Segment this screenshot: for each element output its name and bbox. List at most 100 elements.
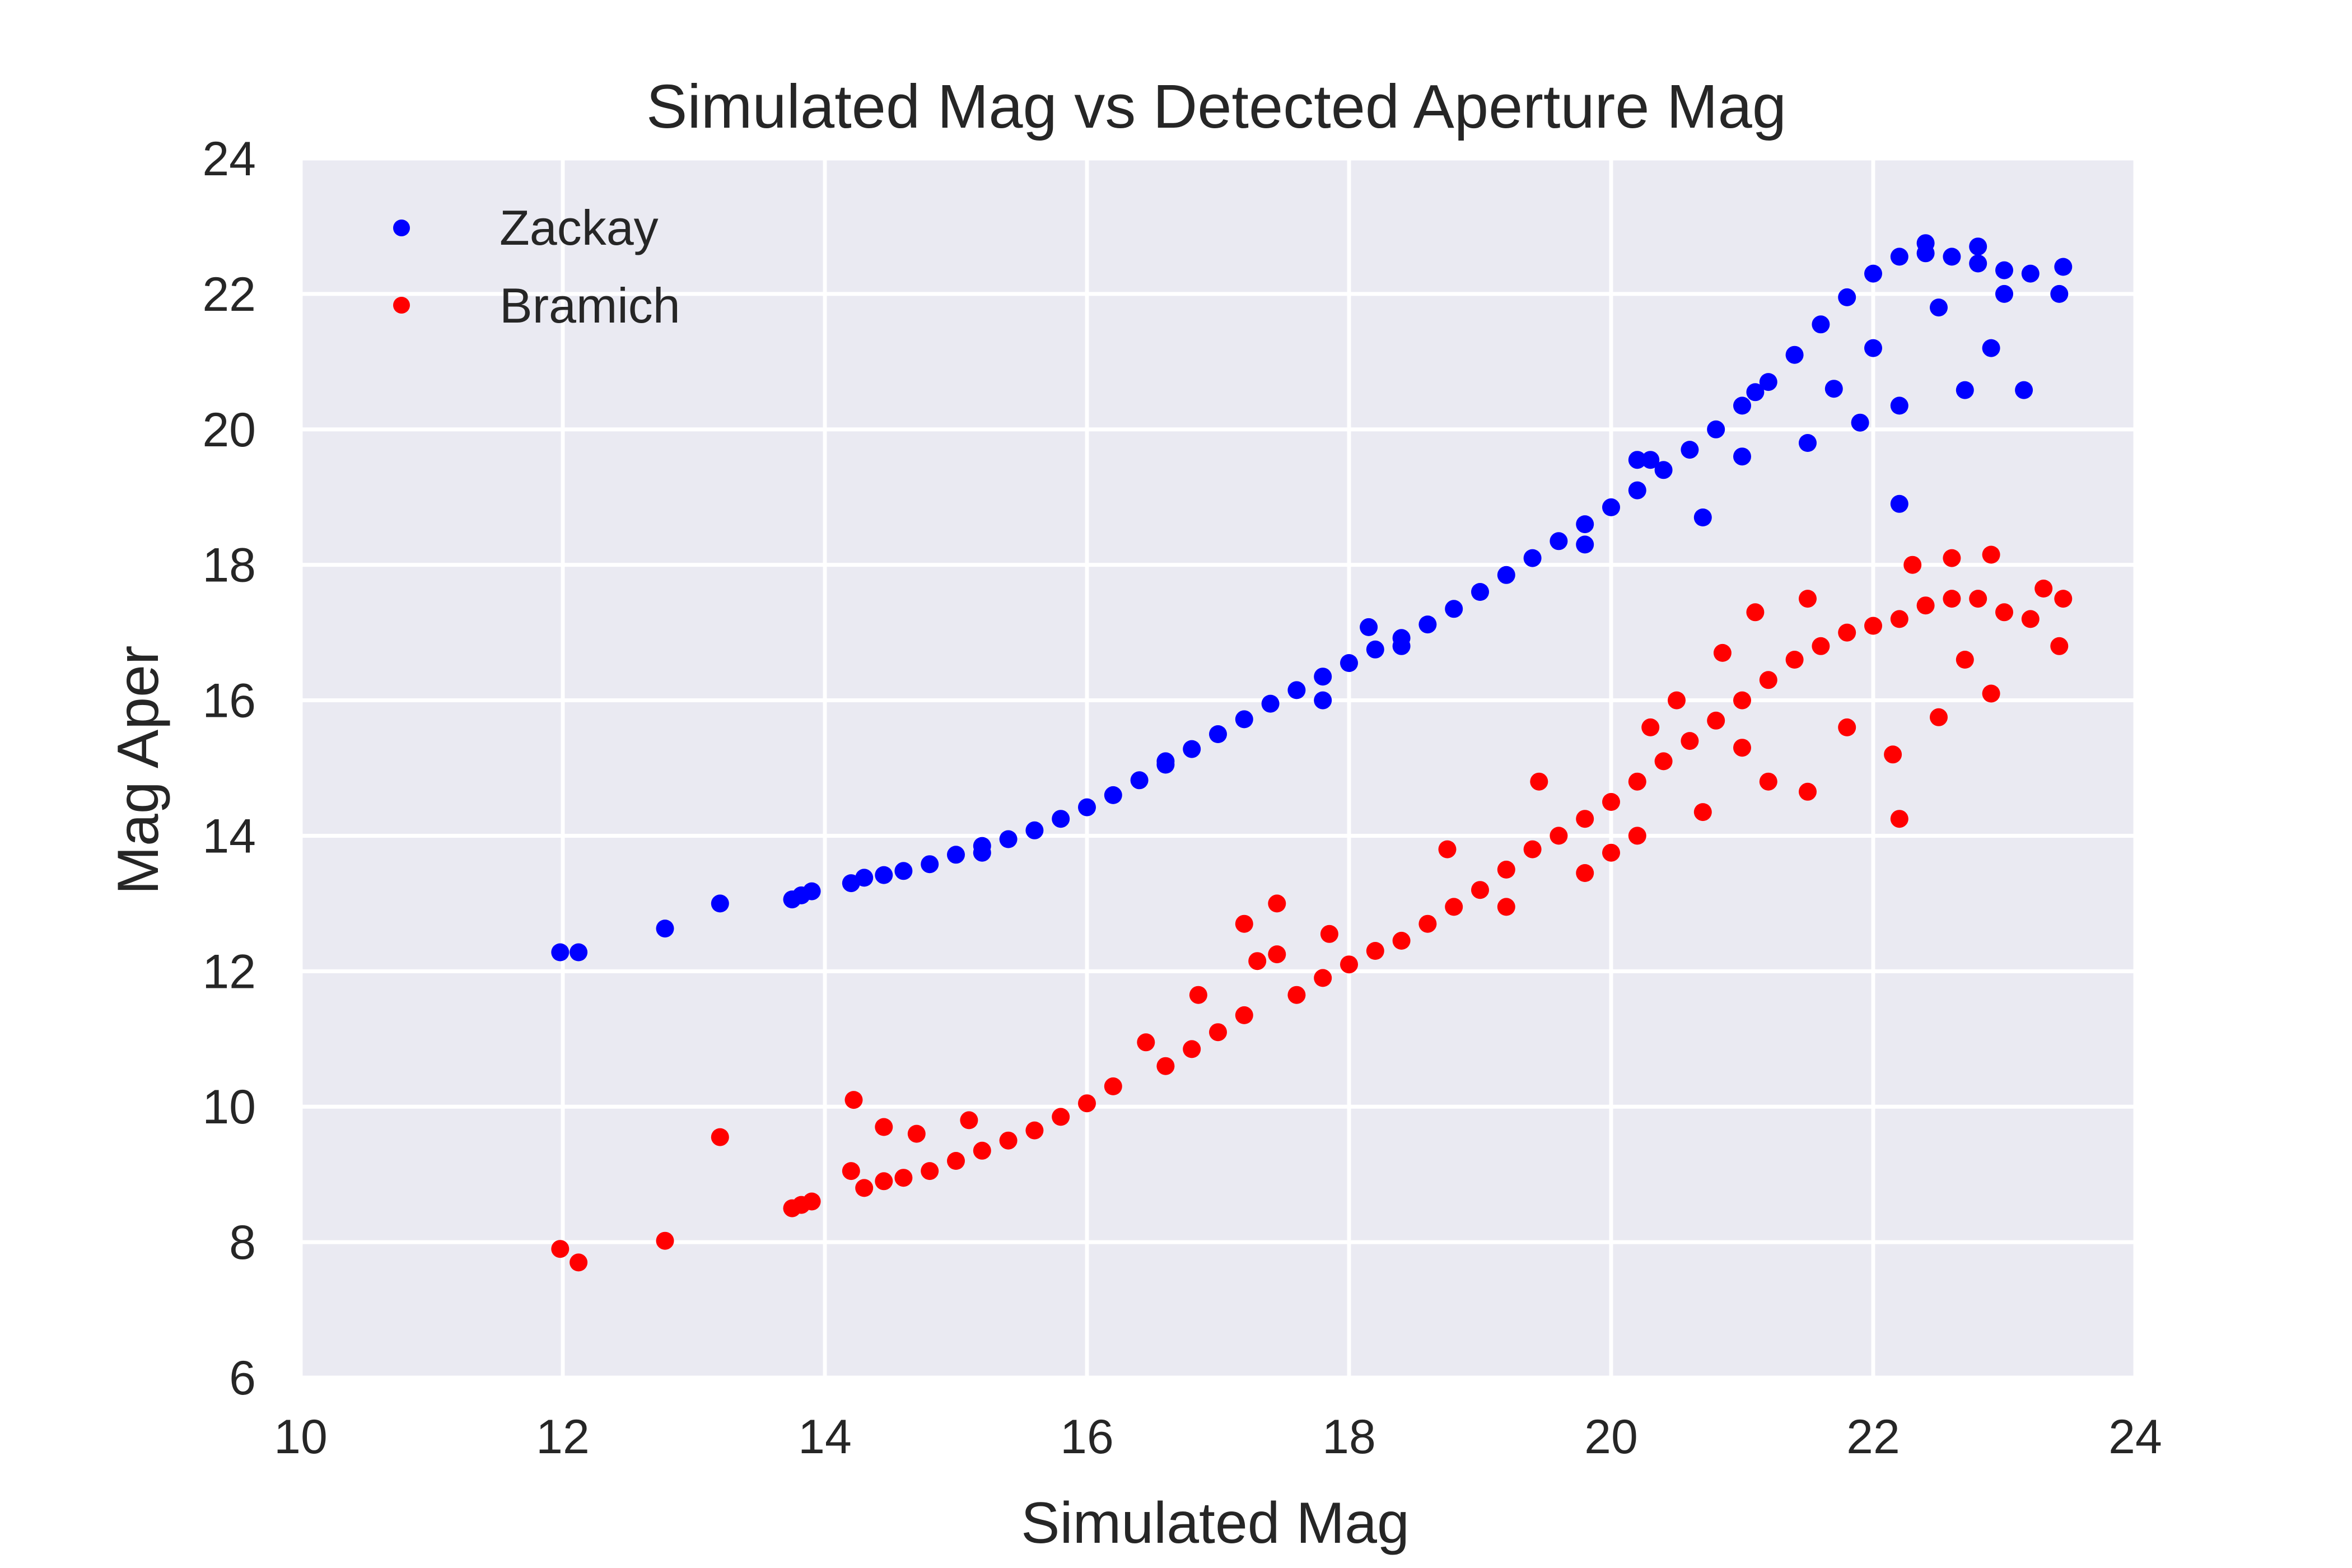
zackay-point — [1314, 668, 1332, 686]
legend: Zackay Bramich — [393, 200, 680, 333]
bramich-point — [947, 1152, 965, 1170]
x-tick-label: 12 — [536, 1410, 590, 1464]
zackay-point — [1733, 447, 1751, 466]
y-tick-label: 8 — [229, 1216, 256, 1270]
zackay-point — [1930, 298, 1948, 317]
bramich-point — [1681, 732, 1699, 750]
bramich-point — [1838, 623, 1856, 642]
bramich-point — [1268, 894, 1286, 913]
bramich-point — [1707, 711, 1725, 730]
bramich-point — [973, 1141, 991, 1160]
bramich-point — [875, 1172, 893, 1191]
x-tick-label: 20 — [1584, 1410, 1638, 1464]
zackay-point — [1445, 600, 1463, 618]
zackay-point — [2015, 381, 2033, 399]
bramich-point — [855, 1179, 874, 1197]
bramich-point — [1812, 637, 1830, 655]
zackay-point — [1576, 515, 1594, 534]
bramich-point — [1602, 843, 1620, 862]
bramich-point — [1052, 1108, 1070, 1126]
zackay-point — [1851, 413, 1869, 432]
zackay-point — [1693, 508, 1712, 526]
zackay-point — [1641, 451, 1660, 469]
bramich-point — [551, 1240, 570, 1258]
zackay-point — [1602, 498, 1620, 516]
zackay-point — [1654, 461, 1673, 479]
zackay-point — [1707, 420, 1725, 438]
bramich-point — [1759, 671, 1777, 689]
bramich-point — [1314, 969, 1332, 987]
x-axis-label: Simulated Mag — [1021, 1491, 1410, 1556]
bramich-point — [999, 1131, 1018, 1150]
zackay-point — [973, 843, 991, 862]
bramich-point — [844, 1091, 863, 1109]
zackay-point — [551, 943, 570, 962]
bramich-point — [2050, 637, 2069, 655]
bramich-point — [1268, 945, 1286, 964]
bramich-point — [1366, 942, 1384, 960]
bramich-point — [1930, 708, 1948, 726]
x-tick-label: 18 — [1322, 1410, 1376, 1464]
zackay-point — [1916, 234, 1935, 253]
bramich-point — [1982, 684, 2000, 703]
bramich-point — [1392, 931, 1411, 950]
legend-marker-bramich — [393, 297, 410, 314]
bramich-point — [1668, 691, 1686, 710]
zackay-point — [1746, 383, 1765, 402]
zackay-point — [1576, 535, 1594, 554]
bramich-point — [907, 1124, 926, 1143]
zackay-point — [1130, 771, 1149, 790]
bramich-point — [1628, 827, 1646, 845]
bramich-point — [1916, 596, 1935, 615]
bramich-point — [1104, 1077, 1122, 1095]
bramich-point — [656, 1231, 674, 1250]
zackay-point — [1078, 798, 1096, 816]
bramich-point — [1903, 556, 1922, 574]
zackay-point — [894, 862, 913, 880]
bramich-point — [1799, 782, 1817, 801]
x-tick-label: 14 — [798, 1410, 852, 1464]
zackay-point — [1156, 752, 1175, 771]
bramich-point — [802, 1192, 821, 1211]
data-points — [551, 234, 2073, 1272]
zackay-point — [999, 830, 1018, 848]
bramich-point — [894, 1169, 913, 1187]
y-tick-label: 22 — [202, 268, 256, 321]
bramich-point — [875, 1118, 893, 1136]
bramich-point — [1693, 803, 1712, 822]
bramich-point — [842, 1162, 860, 1180]
y-tick-labels: 6 8 10 12 14 16 18 20 22 24 — [202, 132, 256, 1405]
grid-lines — [298, 156, 2138, 1380]
bramich-point — [1864, 617, 1882, 635]
zackay-point — [855, 869, 874, 887]
plot-area — [301, 158, 2135, 1378]
zackay-point — [1890, 396, 1908, 415]
series-zackay — [551, 234, 2073, 962]
bramich-point — [1838, 718, 1856, 736]
bramich-point — [1248, 952, 1267, 970]
y-tick-label: 18 — [202, 539, 256, 592]
bramich-point — [1956, 651, 1974, 669]
zackay-point — [1052, 810, 1070, 828]
bramich-point — [1497, 860, 1515, 879]
zackay-point — [2021, 264, 2040, 283]
bramich-point — [1078, 1094, 1096, 1113]
bramich-point — [1576, 810, 1594, 828]
y-tick-label: 6 — [229, 1351, 256, 1405]
zackay-point — [1969, 237, 1987, 256]
bramich-point — [1235, 914, 1253, 933]
x-tick-label: 24 — [2108, 1410, 2162, 1464]
x-tick-label: 16 — [1060, 1410, 1114, 1464]
bramich-point — [1733, 739, 1751, 757]
zackay-point — [1890, 248, 1908, 266]
y-tick-label: 10 — [202, 1080, 256, 1134]
zackay-point — [1969, 254, 1987, 273]
zackay-point — [1550, 532, 1568, 550]
zackay-point — [802, 882, 821, 900]
zackay-point — [1812, 315, 1830, 334]
bramich-point — [1497, 898, 1515, 916]
zackay-point — [1995, 284, 2013, 303]
bramich-point — [1209, 1023, 1227, 1042]
bramich-point — [1969, 590, 1987, 608]
